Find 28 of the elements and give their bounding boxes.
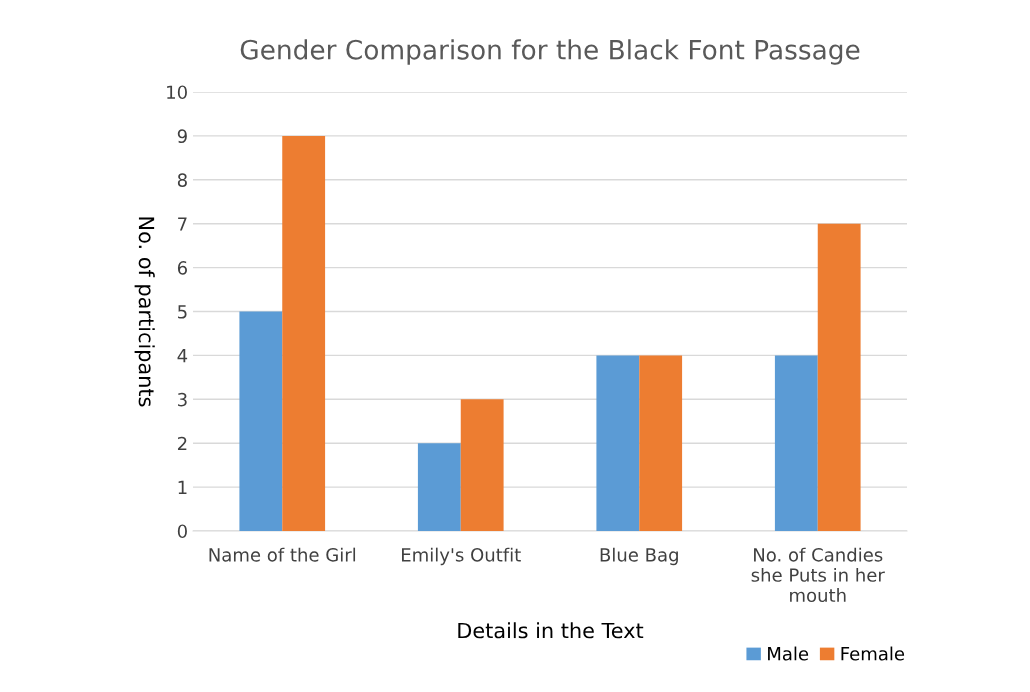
x-tick-label: Emily's Outfit <box>402 547 521 566</box>
y-tick-label: 3 <box>178 392 187 407</box>
y-tick-label: 6 <box>177 261 187 275</box>
x-axis-title: Details in the Text <box>458 622 644 639</box>
bar <box>417 443 461 531</box>
y-tick-label: 4 <box>177 349 188 363</box>
y-axis-title: No. of participants <box>134 217 155 407</box>
y-tick-label: 8 <box>177 173 187 187</box>
y-tick-label: 0 <box>177 524 187 539</box>
y-tick-label: 2 <box>177 436 187 451</box>
bar <box>239 311 283 531</box>
y-tick-label: 10 <box>167 85 187 100</box>
y-tick-label: 7 <box>178 217 187 231</box>
bar <box>596 355 640 531</box>
bar <box>639 355 683 531</box>
bar <box>774 355 818 531</box>
x-tick-label: No. of Candies she Puts in her mouth <box>751 547 885 603</box>
y-tick-label: 9 <box>177 129 187 144</box>
x-tick-label: Blue Bag <box>600 547 678 566</box>
y-tick-label: 1 <box>178 480 187 494</box>
bar <box>282 135 326 531</box>
legend-label: Female <box>841 646 905 661</box>
x-tick-label: Name of the Girl <box>209 547 356 562</box>
bar <box>460 399 504 531</box>
legend-label: Male <box>768 646 809 661</box>
chart-title: Gender Comparison for the Black Font Passage <box>240 39 860 65</box>
y-tick-label: 5 <box>178 305 187 319</box>
bar <box>817 223 861 531</box>
